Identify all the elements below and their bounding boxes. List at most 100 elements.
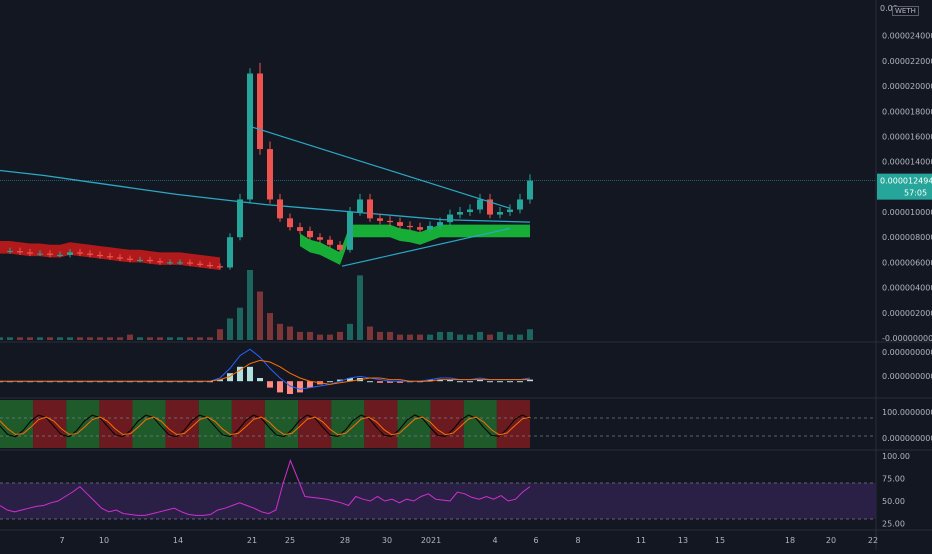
candle-body: [137, 259, 143, 261]
price-tick-label: 0.0000140000: [882, 158, 932, 167]
volume-bar: [167, 337, 173, 340]
macd-histogram-bar: [377, 381, 383, 383]
candle-body: [157, 261, 163, 263]
candle-body: [257, 73, 263, 150]
candle-body: [167, 262, 173, 264]
volume-bar: [107, 337, 113, 340]
stoch-tick-label: 100.0000000000: [882, 408, 932, 417]
stoch-tick-label: 0.0000000000: [882, 434, 932, 443]
volume-bar: [37, 337, 43, 340]
macd-histogram-bar: [307, 381, 313, 388]
macd-histogram-bar: [507, 381, 513, 383]
rsi-tick-label: 100.00: [882, 452, 910, 461]
macd-histogram-bar: [477, 379, 483, 382]
macd-histogram-bar: [487, 381, 493, 383]
macd-histogram-bar: [397, 381, 403, 383]
candle-body: [267, 149, 273, 200]
candle-body: [397, 222, 403, 226]
volume-bar: [247, 270, 253, 340]
price-tick-label: 0.0000240000: [882, 32, 932, 41]
candle-body: [147, 259, 153, 262]
candle-body: [417, 227, 423, 230]
time-axis-label: 10: [99, 536, 109, 545]
candle-body: [117, 257, 123, 259]
candle-body: [97, 254, 103, 257]
volume-bar: [187, 337, 193, 340]
candle-body: [427, 225, 433, 230]
bullish-ma-ribbon: [300, 224, 530, 265]
macd-histogram-bar: [427, 379, 433, 382]
time-axis-label: 22: [868, 536, 878, 545]
macd-tick-label: 0.0000000000: [882, 348, 932, 357]
candle-body: [227, 237, 233, 268]
volume-bar: [517, 334, 523, 340]
macd-tick-label: 0.0000000000: [882, 372, 932, 381]
candle-body: [47, 253, 53, 255]
rsi-tick-label: 25.00: [882, 520, 905, 529]
macd-line: [0, 348, 531, 390]
time-axis-label: 25: [285, 536, 295, 545]
price-tick-label: 0.0000180000: [882, 107, 932, 116]
macd-histogram-bar: [337, 379, 343, 382]
volume-bar: [57, 337, 63, 340]
price-tick-label: 0.0000220000: [882, 57, 932, 66]
stoch-d-line: [0, 416, 531, 436]
bullish-zone: [0, 400, 34, 448]
macd-histogram-bar: [297, 381, 303, 393]
macd-histogram-bar: [287, 381, 293, 394]
candle-body: [187, 262, 193, 264]
macd-histogram-bar: [457, 381, 463, 383]
bearish-zone: [33, 400, 67, 448]
long-moving-average-line: [0, 169, 531, 223]
time-axis-label: 4: [492, 536, 497, 545]
last-price-badge: [877, 173, 932, 200]
bearish-zone: [99, 400, 133, 448]
bearish-zone: [364, 400, 398, 448]
candle-body: [247, 73, 253, 200]
volume-bar: [377, 331, 383, 340]
macd-histogram-bar: [437, 379, 443, 382]
macd-histogram-bar: [247, 366, 253, 382]
candle-body: [517, 199, 523, 210]
candle-body: [77, 252, 83, 254]
stoch-k-line: [0, 414, 531, 438]
candle-body: [27, 252, 33, 254]
volume-bar: [27, 337, 33, 340]
volume-bar: [217, 329, 223, 340]
volume-bar: [307, 331, 313, 340]
candle-body: [497, 212, 503, 215]
candle-body: [437, 222, 443, 226]
time-axis-label: 13: [678, 536, 688, 545]
price-tick-label: 0.0000080000: [882, 233, 932, 242]
macd-histogram-bar: [527, 379, 533, 382]
candle-body: [237, 199, 243, 238]
trendline-lower: [341, 227, 511, 267]
bar-countdown: 57:05: [904, 189, 927, 198]
volume-bar: [17, 337, 23, 340]
candle-body: [487, 199, 493, 215]
volume-bar: [267, 313, 273, 340]
macd-histogram-bar: [237, 366, 243, 382]
volume-bar: [177, 337, 183, 340]
candle-body: [527, 180, 533, 200]
time-axis-label: 8: [575, 536, 580, 545]
macd-histogram-bar: [347, 378, 353, 382]
time-axis-label: 6: [533, 536, 538, 545]
candle-body: [67, 252, 73, 255]
volume-bar: [7, 337, 13, 340]
candle-body: [337, 244, 343, 250]
volume-bar: [337, 331, 343, 340]
bearish-zone: [165, 400, 199, 448]
bullish-zone: [331, 400, 365, 448]
bullish-zone: [132, 400, 166, 448]
time-axis-label: 28: [340, 536, 350, 545]
bullish-zone: [198, 400, 232, 448]
rsi-tick-label: 75.00: [882, 475, 905, 484]
volume-bar: [487, 334, 493, 340]
candle-body: [387, 220, 393, 223]
time-axis-label: 14: [173, 536, 183, 545]
candle-body: [57, 254, 63, 256]
macd-histogram-bar: [227, 373, 233, 382]
